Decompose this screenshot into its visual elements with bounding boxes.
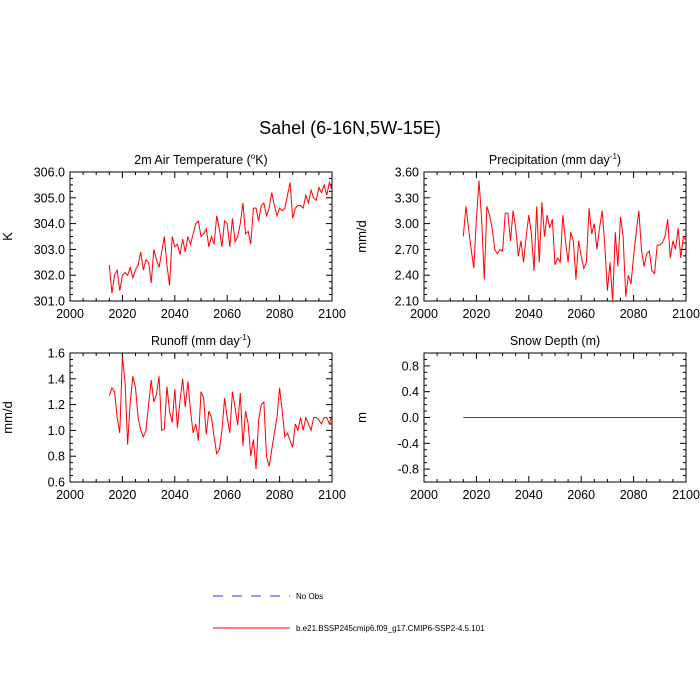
y-tick-label: 305.0 [34, 191, 65, 205]
panel-title-end: K) [255, 153, 268, 167]
x-tick-label: 2040 [161, 307, 189, 321]
figure-title: Sahel (6-16N,5W-15E) [259, 118, 441, 138]
y-tick-label: 1.2 [48, 398, 65, 412]
x-tick-label: 2020 [462, 307, 490, 321]
series-line [108, 180, 333, 294]
panel-title-text: Precipitation (mm day [489, 153, 611, 167]
panel-title-end: ) [617, 153, 621, 167]
legend-obs-label: No Obs [296, 592, 323, 601]
y-tick-label: 304.0 [34, 217, 65, 231]
y-tick-label: 0.8 [48, 450, 65, 464]
panel-title: Runoff (mm day-1) [151, 333, 251, 348]
panels: 2m Air Temperature (oK) K 2000 2020 2040 2060… [0, 152, 700, 502]
y-tick-label: 3.00 [395, 217, 419, 231]
panel-2: Precipitation (mm day-1) mm/d 2000 2020 2040… [354, 152, 700, 321]
y-tick-label: 302.0 [34, 269, 65, 283]
panel-title-text: Runoff (mm day [151, 334, 240, 348]
x-tick-label: 2060 [567, 488, 595, 502]
x-tick-label: 2060 [213, 307, 241, 321]
panel-title-text: 2m Air Temperature ( [134, 153, 251, 167]
y-tick-label: 1.4 [48, 372, 65, 386]
panel-title-text: Snow Depth (m) [510, 334, 600, 348]
y-tick-label: 3.30 [395, 191, 419, 205]
y-tick-label: 0.6 [48, 476, 65, 490]
panel-title: 2m Air Temperature (oK) [134, 152, 267, 167]
x-tick-label: 2080 [266, 488, 294, 502]
legend-model-label: b.e21.BSSP245cmip6.f09_g17.CMIP6-SSP2-4.… [296, 624, 485, 633]
panel-4: Snow Depth (m) m 2000 2020 2040 2060 2080 2100 -… [354, 334, 700, 502]
panel-title: Precipitation (mm day-1) [489, 152, 621, 167]
series-line [108, 356, 333, 470]
x-tick-label: 2000 [410, 488, 438, 502]
x-tick-label: 2040 [515, 488, 543, 502]
x-tick-label: 2000 [56, 307, 84, 321]
y-tick-label: -0.4 [397, 437, 419, 451]
y-axis-label: mm/d [354, 220, 369, 253]
x-tick-label: 2100 [672, 488, 700, 502]
x-tick-label: 2100 [318, 307, 346, 321]
legend: No Obs b.e21.BSSP245cmip6.f09_g17.CMIP6-… [213, 592, 485, 633]
y-axis-label: K [0, 232, 15, 241]
series-line [462, 180, 687, 302]
x-tick-label: 2100 [318, 488, 346, 502]
plot-frame [69, 352, 333, 483]
panel-title: Snow Depth (m) [510, 334, 600, 348]
y-tick-label: 0.0 [402, 411, 419, 425]
panel-title-sup: -1 [240, 333, 248, 342]
y-tick-label: 2.70 [395, 243, 419, 257]
x-tick-label: 2080 [620, 307, 648, 321]
y-tick-label: 306.0 [34, 166, 65, 180]
x-tick-label: 2080 [266, 307, 294, 321]
y-tick-label: 3.60 [395, 166, 419, 180]
y-axis-label: m [354, 412, 369, 423]
x-tick-label: 2020 [108, 307, 136, 321]
panel-3: Runoff (mm day-1) mm/d 2000 2020 2040 2060 208… [0, 333, 346, 502]
x-tick-label: 2040 [515, 307, 543, 321]
x-tick-label: 2060 [567, 307, 595, 321]
panel-title-end: ) [247, 334, 251, 348]
y-tick-label: 1.0 [48, 424, 65, 438]
x-tick-label: 2000 [410, 307, 438, 321]
x-tick-label: 2080 [620, 488, 648, 502]
y-tick-label: 2.40 [395, 269, 419, 283]
y-tick-label: 301.0 [34, 295, 65, 309]
x-tick-label: 2020 [462, 488, 490, 502]
x-tick-label: 2060 [213, 488, 241, 502]
y-tick-label: 0.4 [402, 385, 419, 399]
panel-title-sup: o [251, 152, 256, 161]
y-tick-label: 303.0 [34, 243, 65, 257]
x-tick-label: 2040 [161, 488, 189, 502]
x-tick-label: 2020 [108, 488, 136, 502]
x-tick-label: 2000 [56, 488, 84, 502]
y-tick-label: -0.8 [397, 463, 419, 477]
y-tick-label: 1.6 [48, 347, 65, 361]
panel-1: 2m Air Temperature (oK) K 2000 2020 2040 2060… [0, 152, 346, 321]
y-axis-label: mm/d [0, 401, 15, 434]
y-tick-label: 0.8 [402, 359, 419, 373]
x-tick-label: 2100 [672, 307, 700, 321]
y-tick-label: 2.10 [395, 295, 419, 309]
panel-title-sup: -1 [610, 152, 618, 161]
